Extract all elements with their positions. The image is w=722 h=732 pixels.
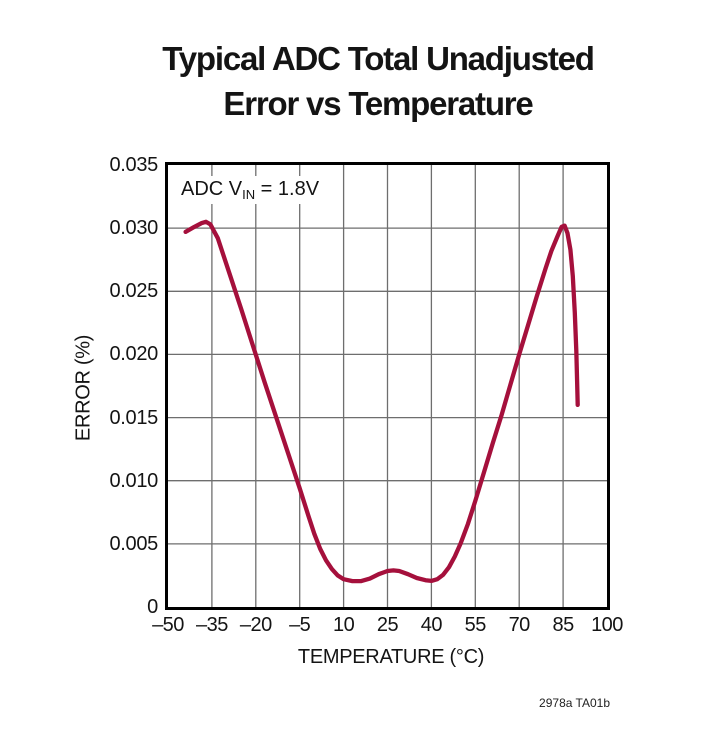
- x-tick-label: –5: [289, 614, 311, 636]
- x-tick-label: –35: [195, 614, 228, 636]
- x-tick-label: 85: [552, 614, 574, 636]
- y-tick-label: 0.015: [109, 406, 158, 429]
- plot-area: [165, 162, 610, 610]
- chart-title-line1: Typical ADC Total Unadjusted: [162, 40, 595, 77]
- x-tick-label: 10: [332, 614, 355, 636]
- chart-title: Typical ADC Total Unadjusted Error vs Te…: [162, 36, 595, 126]
- annotation-prefix: ADC V: [181, 178, 243, 200]
- error-curve: [183, 219, 580, 584]
- y-tick-label: 0.030: [109, 217, 158, 240]
- y-axis-title: ERROR (%): [72, 334, 95, 442]
- x-tick-label: 100: [591, 614, 623, 636]
- x-tick-label: 55: [464, 614, 487, 636]
- x-axis-title: TEMPERATURE (°C): [297, 646, 485, 668]
- x-tick-label: 40: [420, 614, 443, 636]
- y-tick-label: 0.020: [109, 343, 158, 366]
- y-tick-label: 0.025: [109, 280, 158, 303]
- y-tick-label: 0.010: [109, 469, 158, 492]
- x-tick-label: –20: [239, 614, 272, 636]
- x-tick-label: 70: [508, 614, 531, 636]
- y-tick-label: 0.005: [109, 532, 158, 555]
- figure-reference-code: 2978a TA01b: [539, 696, 610, 710]
- x-tick-label: 25: [376, 614, 399, 636]
- y-tick-label: 0: [147, 596, 158, 618]
- condition-annotation: ADC VIN = 1.8V: [172, 176, 329, 204]
- x-tick-label: –50: [152, 614, 184, 636]
- plot-canvas: [168, 165, 607, 607]
- annotation-suffix: = 1.8V: [255, 178, 320, 200]
- chart-title-line2: Error vs Temperature: [223, 85, 533, 122]
- annotation-subscript: IN: [242, 187, 256, 202]
- y-tick-label: 0.035: [109, 154, 158, 176]
